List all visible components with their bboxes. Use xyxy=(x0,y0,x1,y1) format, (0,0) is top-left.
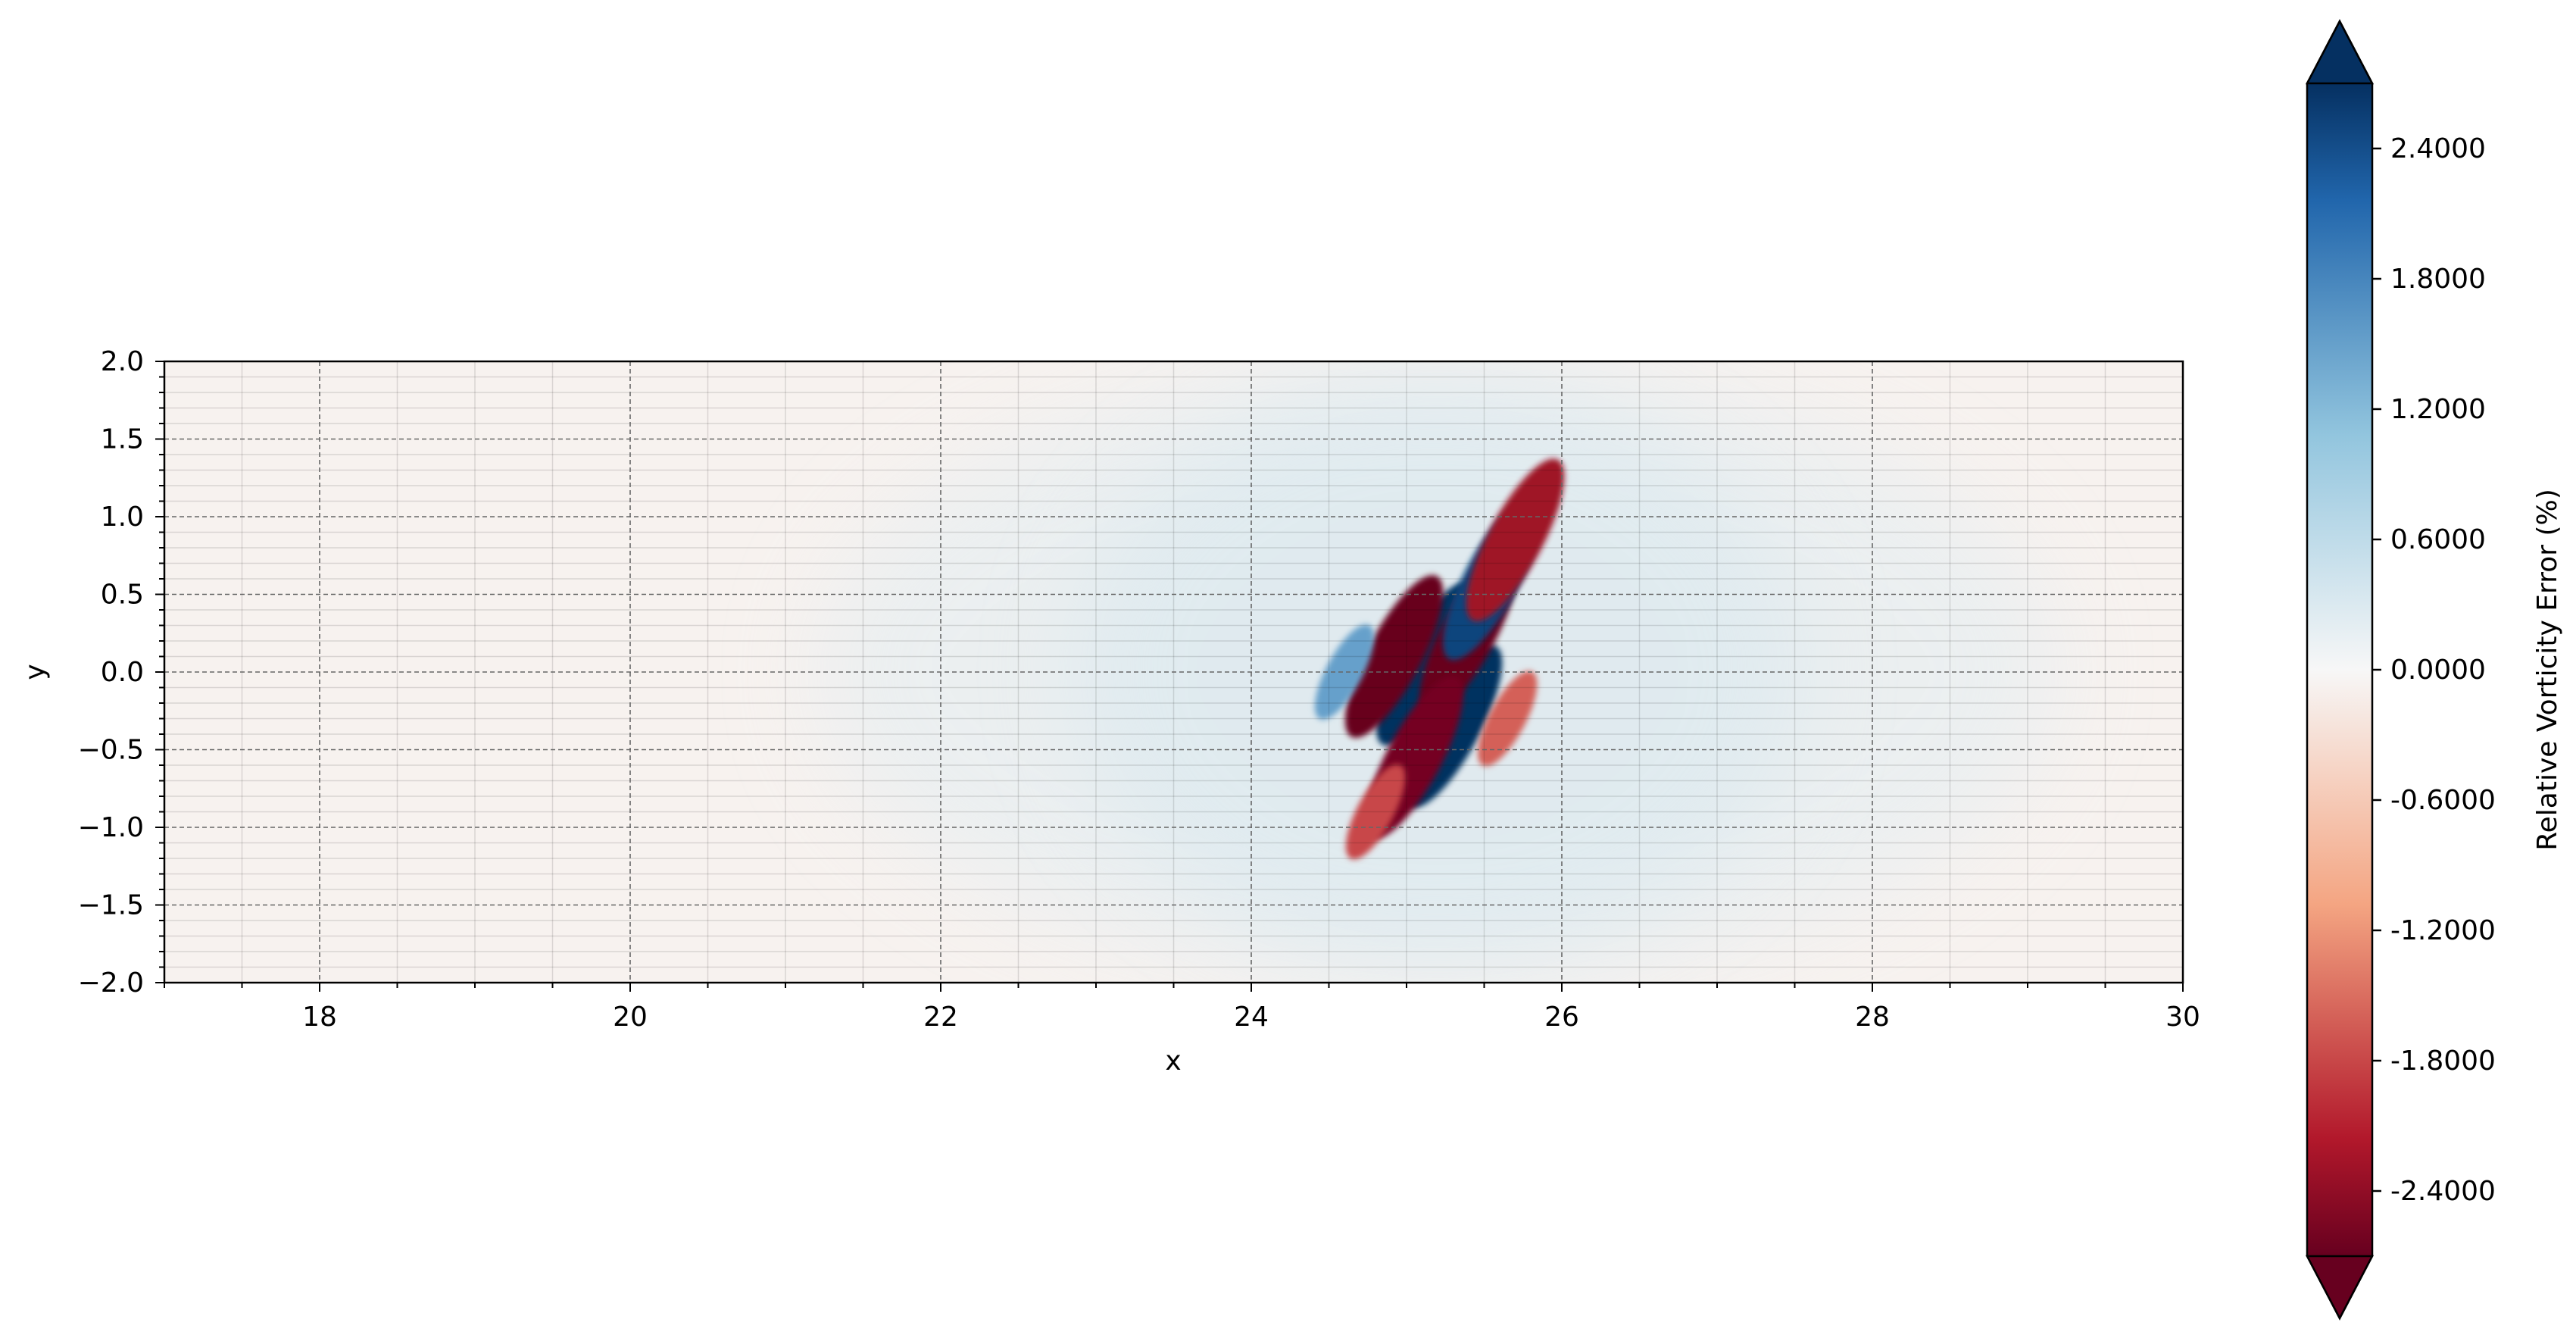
x-tick-label: 30 xyxy=(2165,1002,2200,1033)
y-tick-label: 1.0 xyxy=(101,502,144,533)
colorbar-tick-label: -2.4000 xyxy=(2390,1176,2496,1207)
colorbar: 2.4000 1.8000 1.2000 0.6000 0.0000 -0.6000 -1.… xyxy=(2305,19,2563,1321)
y-axis-label: y xyxy=(20,664,51,680)
vorticity-error-cell xyxy=(1466,458,1565,622)
colorbar-min-extension xyxy=(2305,1255,2375,1321)
x-axis-label: x xyxy=(1165,1046,1181,1077)
x-tick-label: 24 xyxy=(1234,1002,1269,1033)
y-tick-label: −1.0 xyxy=(78,812,144,843)
colorbar-tick-label: 0.6000 xyxy=(2390,524,2486,555)
vorticity-error-cell xyxy=(1314,624,1375,720)
x-axis-ticks: 18 20 22 24 26 28 30 xyxy=(164,983,2200,1033)
x-tick-label: 22 xyxy=(923,1002,958,1033)
x-tick-label: 18 xyxy=(302,1002,337,1033)
y-tick-label: 0.0 xyxy=(101,657,144,688)
colorbar-tick-label: 1.8000 xyxy=(2390,264,2486,295)
y-tick-label: 0.5 xyxy=(101,580,144,611)
y-tick-label: −0.5 xyxy=(78,735,144,766)
colorbar-tick-label: 0.0000 xyxy=(2390,655,2486,686)
x-tick-label: 20 xyxy=(613,1002,648,1033)
x-tick-label: 28 xyxy=(1855,1002,1890,1033)
vorticity-error-cell xyxy=(1345,764,1406,860)
plot-area: 18 20 22 24 26 28 30 2.0 1.5 1.0 0.5 0.0 −0.5 −1.0 −1… xyxy=(20,346,2200,1077)
colorbar-tick-label: 2.4000 xyxy=(2390,133,2486,164)
y-tick-label: −1.5 xyxy=(78,890,144,921)
colorbar-tick-label: -1.2000 xyxy=(2390,915,2496,946)
colorbar-outline xyxy=(2306,19,2374,1321)
colorbar-max-extension xyxy=(2305,19,2375,85)
colorbar-label: Relative Vorticity Error (%) xyxy=(2532,489,2563,851)
colorbar-tick-label: -1.8000 xyxy=(2390,1046,2496,1077)
colorbar-body xyxy=(2307,83,2372,1256)
y-tick-label: 2.0 xyxy=(101,346,144,377)
y-tick-label: −2.0 xyxy=(78,967,144,999)
y-axis-ticks: 2.0 1.5 1.0 0.5 0.0 −0.5 −1.0 −1.5 −2.0 xyxy=(78,346,164,999)
major-grid xyxy=(164,361,2183,983)
colorbar-tick-label: 1.2000 xyxy=(2390,394,2486,425)
x-tick-label: 26 xyxy=(1544,1002,1579,1033)
colorbar-tick-label: -0.6000 xyxy=(2390,785,2496,816)
vorticity-error-cell xyxy=(1478,670,1538,767)
colorbar-ticks: 2.4000 1.8000 1.2000 0.6000 0.0000 -0.6000 -1.… xyxy=(2372,133,2496,1207)
vorticity-error-cell xyxy=(1344,575,1444,738)
y-tick-label: 1.5 xyxy=(101,424,144,455)
